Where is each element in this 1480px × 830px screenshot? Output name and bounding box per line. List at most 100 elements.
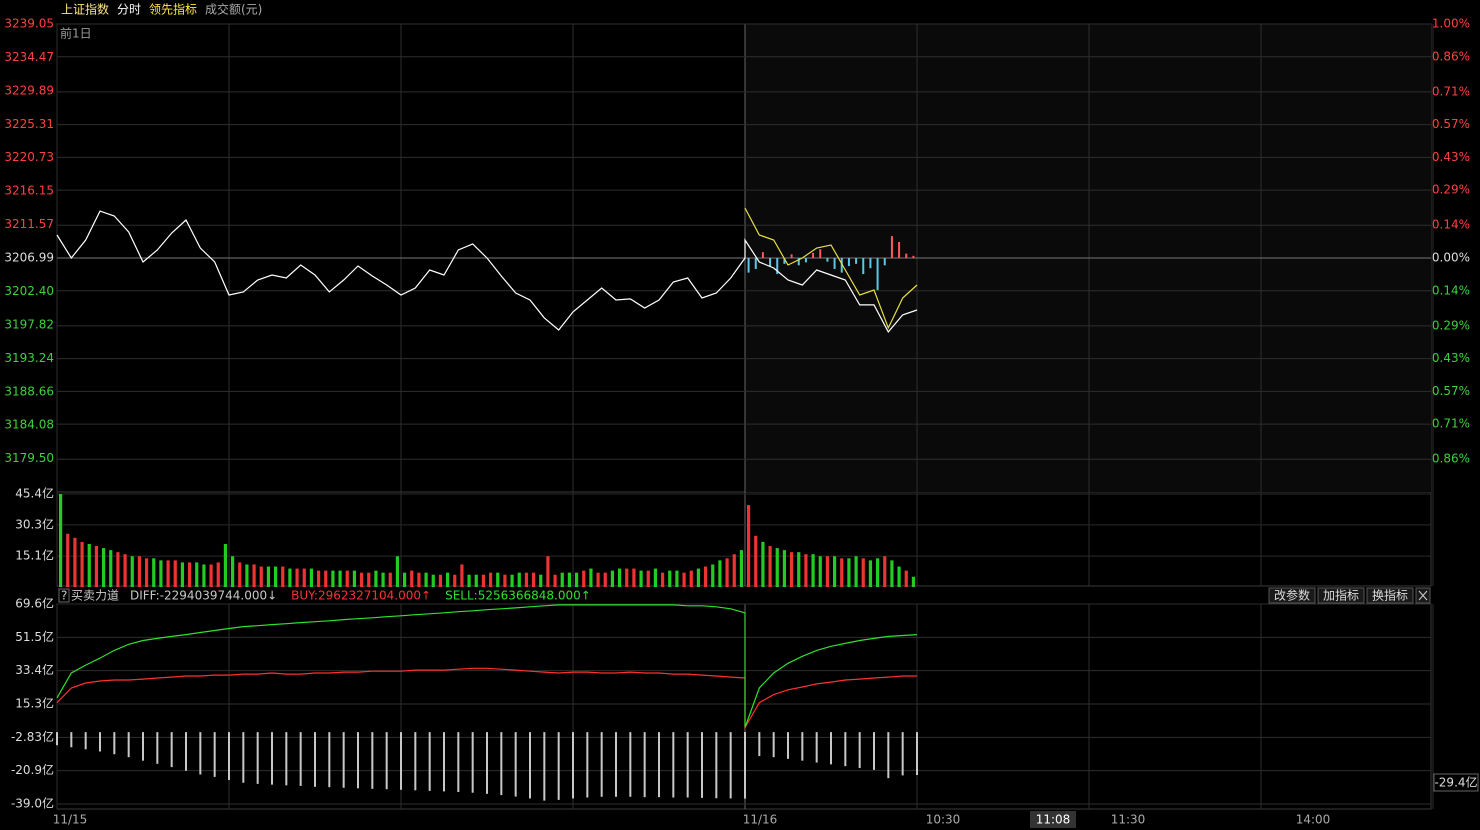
button[interactable]	[1317, 587, 1365, 604]
volume-bar	[890, 560, 894, 587]
diff-bar	[371, 732, 374, 789]
diff-bar	[457, 732, 460, 792]
volume-bar	[359, 572, 364, 587]
diff-bar	[658, 732, 660, 798]
diff-bar	[629, 732, 632, 797]
help-box[interactable]	[58, 588, 70, 603]
histogram-bar	[819, 249, 822, 258]
y2-tick-label: 0.43%	[1432, 150, 1470, 164]
histogram-bar	[783, 258, 786, 264]
button[interactable]	[1366, 587, 1414, 604]
buttons: 改参数 加指标 换指标	[1268, 587, 1431, 604]
diff-bar	[285, 732, 288, 786]
diff-bar	[643, 732, 646, 798]
last-value-box	[1433, 773, 1479, 792]
volume-bar	[746, 505, 751, 587]
diff-bar	[314, 732, 316, 787]
volume-bar	[510, 574, 514, 587]
y-tick-label: 3197.82	[4, 317, 54, 331]
indicator-title: 买卖力道	[71, 589, 119, 603]
tab[interactable]: 上证指数	[61, 2, 109, 17]
diff-bar	[901, 732, 904, 776]
volume-bar	[782, 550, 787, 587]
y-tick-label: -20.9亿	[11, 762, 54, 777]
volume-bar	[302, 568, 306, 587]
diff-bar	[242, 732, 245, 783]
diff-bar	[328, 732, 331, 788]
button-label[interactable]: 改参数	[1274, 588, 1310, 603]
y-tick-label: 15.1亿	[15, 548, 54, 563]
diff-bar	[572, 732, 574, 799]
diff-bar	[686, 732, 689, 798]
volume-bar	[166, 560, 170, 587]
y2-tick-label: 0.57%	[1432, 117, 1470, 131]
volume-bar	[309, 568, 314, 587]
volume-bar	[904, 570, 908, 587]
volume-bar	[854, 556, 858, 587]
volume-bar	[445, 572, 450, 587]
volume-bar	[574, 572, 579, 587]
button-label[interactable]: 换指标	[1372, 588, 1408, 603]
y-tick-label: 3206.99	[4, 251, 54, 265]
histogram-bar	[912, 255, 915, 258]
volume-bar	[187, 562, 192, 587]
volume-bar	[195, 562, 199, 587]
y2-tick-label: 0.00%	[1432, 251, 1470, 265]
tab[interactable]: 分时	[117, 3, 141, 17]
volume-bar	[374, 570, 378, 587]
diff-bar	[830, 732, 832, 765]
diff-bar	[600, 732, 603, 797]
y-tick-label: -39.0亿	[11, 795, 54, 810]
volume-bar	[324, 570, 328, 587]
y-tick-label: 3234.47	[4, 50, 54, 64]
volume-bar	[596, 572, 600, 587]
volume-bar	[238, 562, 242, 587]
tab[interactable]: 成交额(元)	[205, 2, 262, 17]
y2-tick-label: 0.71%	[1432, 84, 1470, 98]
volume-bar	[883, 556, 887, 587]
volume-bar	[689, 570, 693, 587]
diff-bar	[400, 732, 402, 790]
volume-bar	[818, 556, 822, 587]
diff-bar	[342, 732, 345, 788]
volume-bar	[460, 564, 464, 587]
volume-bar	[66, 533, 70, 587]
histogram-bar	[761, 252, 764, 258]
button[interactable]	[1268, 587, 1316, 604]
volume-bar	[137, 556, 142, 587]
diff-bar	[672, 732, 675, 798]
diff-bar	[887, 732, 890, 779]
diff-bar	[127, 732, 130, 758]
diff-bar	[385, 732, 388, 790]
volume-bar	[116, 552, 120, 587]
y-tick-label: 51.5亿	[15, 629, 54, 644]
volume-bar	[653, 568, 658, 587]
price-line	[56, 210, 918, 333]
y-tick-label: 3220.73	[4, 150, 54, 164]
diff-bar	[170, 732, 173, 768]
volume-bar	[531, 572, 536, 587]
diff-bar	[213, 732, 216, 777]
diff-bar	[815, 732, 818, 763]
volume-bar	[288, 568, 292, 587]
volume-bar	[496, 572, 500, 587]
y2-tick-label: 0.14%	[1432, 218, 1470, 232]
diff-bar	[156, 732, 159, 764]
y-tick-label: 3239.05	[4, 17, 54, 31]
indicator-line	[56, 667, 917, 730]
diff-bar	[56, 732, 58, 746]
diff-bar	[787, 732, 789, 759]
volume-bar	[711, 564, 715, 587]
volume-bar	[180, 562, 185, 587]
button-label[interactable]: 加指标	[1323, 588, 1359, 603]
y-tick-label: 45.4亿	[15, 486, 54, 501]
tab[interactable]: 领先指标	[149, 2, 197, 17]
volume-bar	[410, 570, 414, 587]
diff-bar	[486, 732, 488, 794]
volume-bar	[281, 566, 285, 587]
volume-bar	[87, 543, 91, 587]
diff-bar	[357, 732, 359, 789]
help[interactable]: ?	[61, 589, 67, 603]
volume-bar	[582, 570, 586, 587]
diff-bar	[873, 732, 875, 770]
